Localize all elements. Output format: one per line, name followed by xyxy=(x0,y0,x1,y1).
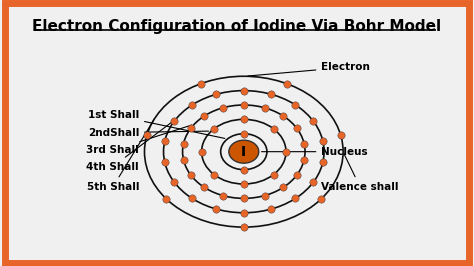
Point xyxy=(143,133,151,137)
Point xyxy=(240,168,247,172)
Point xyxy=(187,173,194,177)
Text: 2ndShall: 2ndShall xyxy=(88,128,209,138)
Point xyxy=(310,180,317,184)
Point xyxy=(180,142,187,146)
Point xyxy=(319,160,327,164)
Point xyxy=(219,106,227,110)
Point xyxy=(337,133,345,137)
Point xyxy=(318,197,325,201)
Point xyxy=(180,158,187,162)
Text: 4th Shall: 4th Shall xyxy=(86,121,174,172)
Point xyxy=(212,207,220,211)
Point xyxy=(270,172,277,177)
Point xyxy=(201,185,208,190)
Point xyxy=(201,114,208,118)
Point xyxy=(188,103,196,107)
Ellipse shape xyxy=(229,140,259,163)
Point xyxy=(171,180,178,184)
Point xyxy=(240,103,247,107)
Point xyxy=(240,211,247,215)
Point xyxy=(270,127,277,131)
Point xyxy=(219,193,227,198)
Text: 1st Shall: 1st Shall xyxy=(88,110,225,138)
Point xyxy=(267,92,275,97)
Point xyxy=(210,127,218,131)
Text: Electron: Electron xyxy=(248,62,370,76)
Point xyxy=(292,103,299,107)
Text: Nucleus: Nucleus xyxy=(262,147,368,157)
Point xyxy=(240,196,247,201)
Point xyxy=(293,173,301,177)
Point xyxy=(240,89,247,93)
Point xyxy=(188,196,196,201)
Point xyxy=(279,185,287,190)
Point xyxy=(240,182,247,186)
Point xyxy=(293,126,301,130)
Point xyxy=(240,132,247,136)
Point xyxy=(171,119,178,123)
Text: Electron Configuration of Iodine Via Bohr Model: Electron Configuration of Iodine Via Boh… xyxy=(32,19,442,34)
Point xyxy=(187,126,194,130)
Point xyxy=(301,142,308,146)
Point xyxy=(161,139,169,143)
Point xyxy=(261,106,269,110)
Point xyxy=(197,82,204,86)
Point xyxy=(279,114,287,118)
Text: 3rd Shall: 3rd Shall xyxy=(86,125,191,155)
Point xyxy=(282,149,290,154)
Point xyxy=(261,193,269,198)
Point xyxy=(163,197,170,201)
Point xyxy=(319,139,327,143)
Point xyxy=(301,158,308,162)
Point xyxy=(212,92,220,97)
Point xyxy=(310,119,317,123)
Point xyxy=(283,82,291,86)
Point xyxy=(267,207,275,211)
Text: Valence shall: Valence shall xyxy=(321,153,399,192)
Text: I: I xyxy=(241,145,246,159)
Point xyxy=(240,117,247,122)
Point xyxy=(292,196,299,201)
Point xyxy=(161,160,169,164)
Text: 5th Shall: 5th Shall xyxy=(87,120,154,192)
Point xyxy=(210,172,218,177)
Point xyxy=(240,225,247,229)
Point xyxy=(198,149,205,154)
